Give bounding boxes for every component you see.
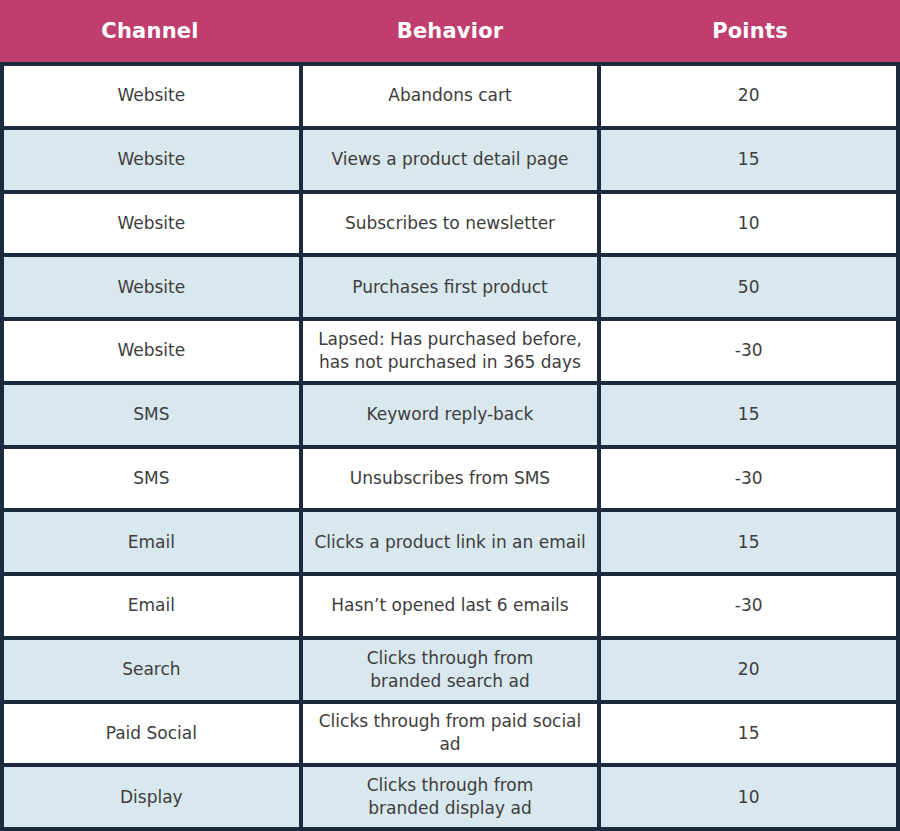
column-header-channel: Channel: [0, 0, 300, 62]
cell-behavior: Purchases first product: [303, 257, 598, 317]
cell-behavior: Clicks through from branded search ad: [303, 640, 598, 700]
cell-channel: Email: [4, 512, 299, 572]
cell-points: -30: [601, 449, 896, 509]
cell-channel: Paid Social: [4, 704, 299, 764]
cell-channel: Email: [4, 576, 299, 636]
table-header-row: Channel Behavior Points: [0, 0, 900, 62]
cell-behavior: Clicks through from paid social ad: [303, 704, 598, 764]
column-header-behavior: Behavior: [300, 0, 600, 62]
cell-channel: Search: [4, 640, 299, 700]
cell-channel: Website: [4, 130, 299, 190]
cell-points: -30: [601, 321, 896, 381]
cell-behavior: Keyword reply-back: [303, 385, 598, 445]
cell-behavior: Lapsed: Has purchased before, has not pu…: [303, 321, 598, 381]
cell-behavior: Views a product detail page: [303, 130, 598, 190]
cell-channel: Website: [4, 321, 299, 381]
column-header-points: Points: [600, 0, 900, 62]
cell-behavior: Clicks through from branded display ad: [303, 767, 598, 827]
cell-behavior: Unsubscribes from SMS: [303, 449, 598, 509]
cell-points: 20: [601, 66, 896, 126]
lead-scoring-table: Channel Behavior Points WebsiteAbandons …: [0, 0, 900, 831]
cell-channel: Website: [4, 194, 299, 254]
cell-points: 10: [601, 767, 896, 827]
cell-points: 15: [601, 385, 896, 445]
cell-points: 10: [601, 194, 896, 254]
cell-behavior: Subscribes to newsletter: [303, 194, 598, 254]
cell-channel: Display: [4, 767, 299, 827]
cell-behavior: Abandons cart: [303, 66, 598, 126]
cell-channel: Website: [4, 257, 299, 317]
cell-behavior: Clicks a product link in an email: [303, 512, 598, 572]
cell-points: 15: [601, 130, 896, 190]
cell-channel: Website: [4, 66, 299, 126]
table-body: WebsiteAbandons cart20WebsiteViews a pro…: [0, 62, 900, 831]
cell-behavior: Hasn’t opened last 6 emails: [303, 576, 598, 636]
cell-points: 15: [601, 704, 896, 764]
cell-points: -30: [601, 576, 896, 636]
cell-points: 20: [601, 640, 896, 700]
cell-channel: SMS: [4, 449, 299, 509]
cell-points: 50: [601, 257, 896, 317]
cell-channel: SMS: [4, 385, 299, 445]
cell-points: 15: [601, 512, 896, 572]
